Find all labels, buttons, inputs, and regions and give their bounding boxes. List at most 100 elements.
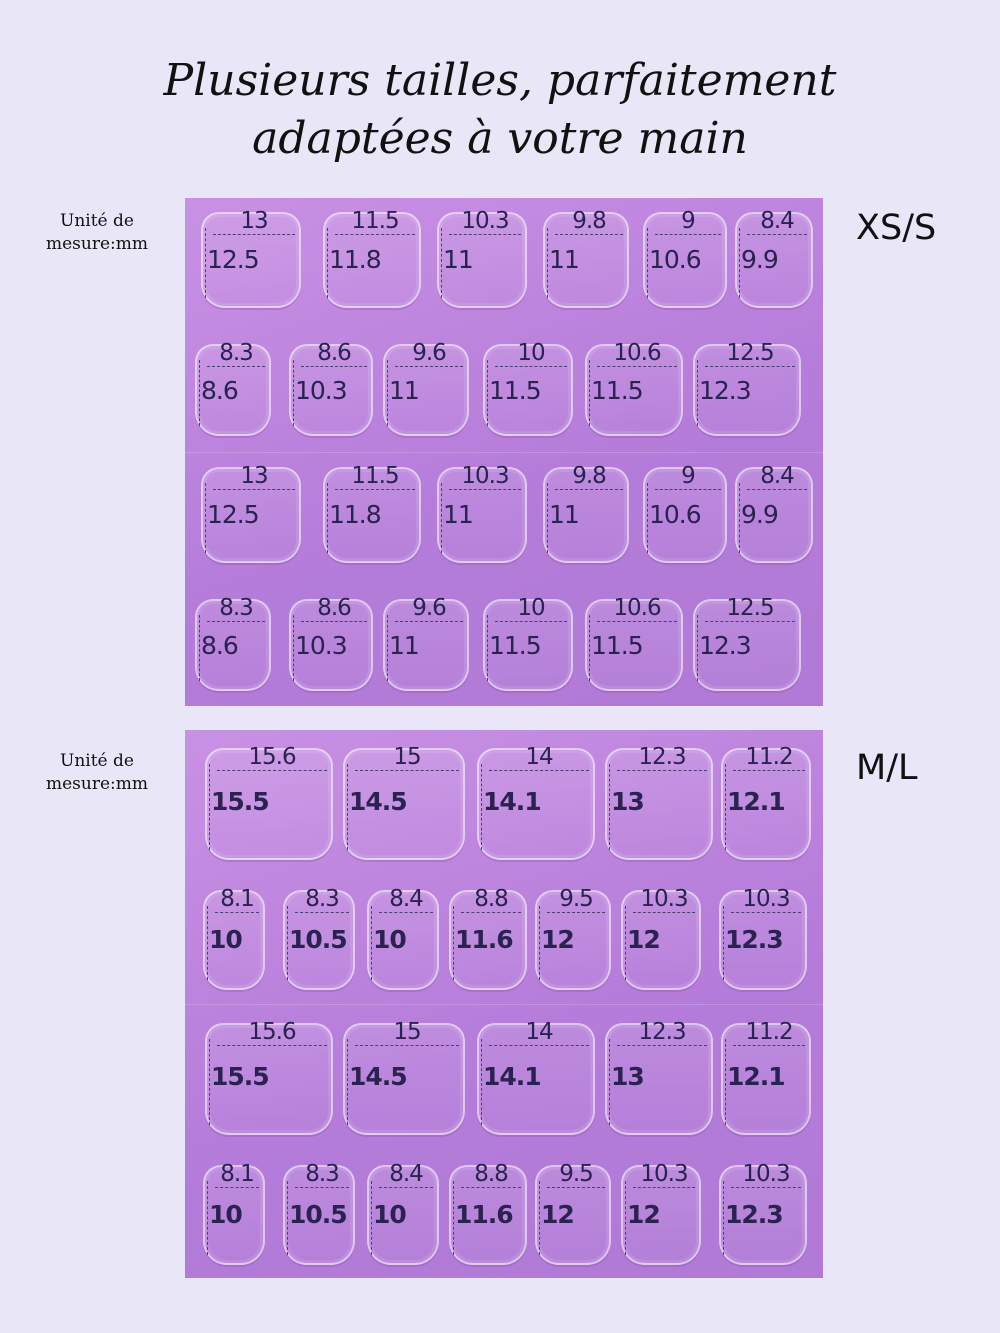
nail-tile: 10.3 12.3 — [719, 1161, 807, 1265]
height-guide-line — [589, 360, 590, 426]
nail-width-label: 10.6 — [597, 595, 677, 622]
height-guide-line — [347, 1039, 348, 1125]
nail-height-label: 12.3 — [699, 375, 752, 405]
nail-height-label: 11.6 — [455, 924, 514, 954]
nail-tile: 8.8 11.6 — [449, 1161, 527, 1265]
nail-height-label: 8.6 — [201, 630, 239, 660]
nail-tile: 9.6 11 — [383, 595, 469, 691]
nail-height-label: 10 — [373, 1199, 407, 1229]
nail-tile: 15 14.5 — [343, 1019, 465, 1135]
nail-chart-m-l: 15.6 15.5 15 14.5 14 14.1 12.3 13 11.2 12.1 8.1 10 8… — [185, 730, 823, 1278]
nail-height-label: 12.1 — [727, 786, 786, 816]
nail-tile: 11.5 11.8 — [323, 208, 421, 308]
nail-tile: 10.3 11 — [437, 463, 527, 563]
nail-tile: 10.3 12 — [621, 886, 701, 990]
nail-tile: 12.3 13 — [605, 744, 713, 860]
nail-width-label: 9 — [655, 208, 721, 235]
nail-width-label: 8.8 — [461, 1161, 521, 1188]
nail-height-label: 14.1 — [483, 786, 542, 816]
nail-tile: 9.5 12 — [535, 1161, 611, 1265]
nail-tile: 9 10.6 — [643, 208, 727, 308]
nail-tile: 10 11.5 — [483, 595, 573, 691]
height-guide-line — [453, 906, 454, 980]
nail-tile: 8.4 10 — [367, 1161, 439, 1265]
height-guide-line — [207, 1181, 208, 1255]
nail-height-label: 10.6 — [649, 245, 702, 275]
nail-height-label: 11.5 — [591, 375, 644, 405]
height-guide-line — [327, 483, 328, 553]
unit-label-line-1: Unité de — [60, 751, 134, 771]
nail-width-label: 15 — [355, 1019, 459, 1046]
nail-tile: 12.3 13 — [605, 1019, 713, 1135]
nail-width-label: 13 — [213, 208, 295, 235]
unit-label-line-2: mesure:mm — [45, 774, 148, 794]
nail-width-label: 8.4 — [379, 1161, 433, 1188]
nail-width-label: 10.3 — [449, 463, 521, 490]
nail-height-label: 11 — [443, 500, 474, 530]
nail-width-label: 9.5 — [547, 886, 605, 913]
height-guide-line — [205, 228, 206, 298]
nail-height-label: 11.5 — [489, 630, 542, 660]
nail-tile: 12.5 12.3 — [693, 595, 801, 691]
height-guide-line — [487, 360, 488, 426]
nail-height-label: 11.8 — [329, 245, 382, 275]
height-guide-line — [487, 615, 488, 681]
unit-label-line-2: mesure:mm — [45, 234, 148, 254]
nail-tile: 8.3 8.6 — [195, 595, 271, 691]
nail-height-label: 10.5 — [289, 1199, 348, 1229]
height-guide-line — [387, 615, 388, 681]
nail-tile: 9.8 11 — [543, 208, 629, 308]
nail-height-label: 10 — [373, 924, 407, 954]
nail-tile: 14 14.1 — [477, 744, 595, 860]
height-guide-line — [199, 360, 200, 426]
nail-height-label: 12.3 — [725, 924, 784, 954]
nail-width-label: 12.3 — [617, 744, 707, 771]
height-guide-line — [371, 1181, 372, 1255]
nail-tile: 15.6 15.5 — [205, 744, 333, 860]
nail-tile: 12.5 12.3 — [693, 340, 801, 436]
nail-tile: 8.3 10.5 — [283, 886, 355, 990]
nail-height-label: 14.5 — [349, 786, 408, 816]
nail-height-label: 14.1 — [483, 1061, 542, 1091]
nail-width-label: 8.1 — [215, 1161, 259, 1188]
nail-set-2: 13 12.5 11.5 11.8 10.3 11 9.8 11 9 10.6 8.4 9.9 8.3 8… — [185, 452, 823, 706]
nail-tile: 9 10.6 — [643, 463, 727, 563]
nail-width-label: 9.5 — [547, 1161, 605, 1188]
nail-tile: 15 14.5 — [343, 744, 465, 860]
nail-tile: 8.1 10 — [203, 886, 265, 990]
nail-height-label: 12 — [627, 1199, 661, 1229]
nail-width-label: 11.5 — [335, 463, 415, 490]
nail-width-label: 9.6 — [395, 340, 463, 367]
height-guide-line — [539, 906, 540, 980]
height-guide-line — [209, 764, 210, 850]
nail-tile: 10 11.5 — [483, 340, 573, 436]
nail-width-label: 8.1 — [215, 886, 259, 913]
nail-height-label: 12 — [541, 924, 575, 954]
nail-width-label: 8.3 — [207, 340, 265, 367]
size-label-m-l: M/L — [856, 748, 918, 788]
nail-height-label: 11.8 — [329, 500, 382, 530]
nail-height-label: 11 — [549, 245, 580, 275]
nail-width-label: 15.6 — [217, 744, 327, 771]
nail-width-label: 15.6 — [217, 1019, 327, 1046]
nail-height-label: 9.9 — [741, 245, 779, 275]
nail-tile: 8.3 10.5 — [283, 1161, 355, 1265]
nail-height-label: 11 — [443, 245, 474, 275]
nail-height-label: 11.5 — [591, 630, 644, 660]
nail-width-label: 9.6 — [395, 595, 463, 622]
nail-width-label: 9 — [655, 463, 721, 490]
height-guide-line — [207, 906, 208, 980]
nail-height-label: 10.5 — [289, 924, 348, 954]
nail-width-label: 10.3 — [731, 1161, 801, 1188]
height-guide-line — [453, 1181, 454, 1255]
height-guide-line — [739, 228, 740, 298]
height-guide-line — [293, 360, 294, 426]
nail-tile: 8.6 10.3 — [289, 340, 373, 436]
height-guide-line — [371, 906, 372, 980]
nail-width-label: 13 — [213, 463, 295, 490]
nail-width-label: 10.6 — [597, 340, 677, 367]
height-guide-line — [625, 1181, 626, 1255]
nail-width-label: 10 — [495, 595, 567, 622]
unit-label-m-l: Unité de mesure:mm — [22, 750, 172, 796]
nail-tile: 13 12.5 — [201, 208, 301, 308]
